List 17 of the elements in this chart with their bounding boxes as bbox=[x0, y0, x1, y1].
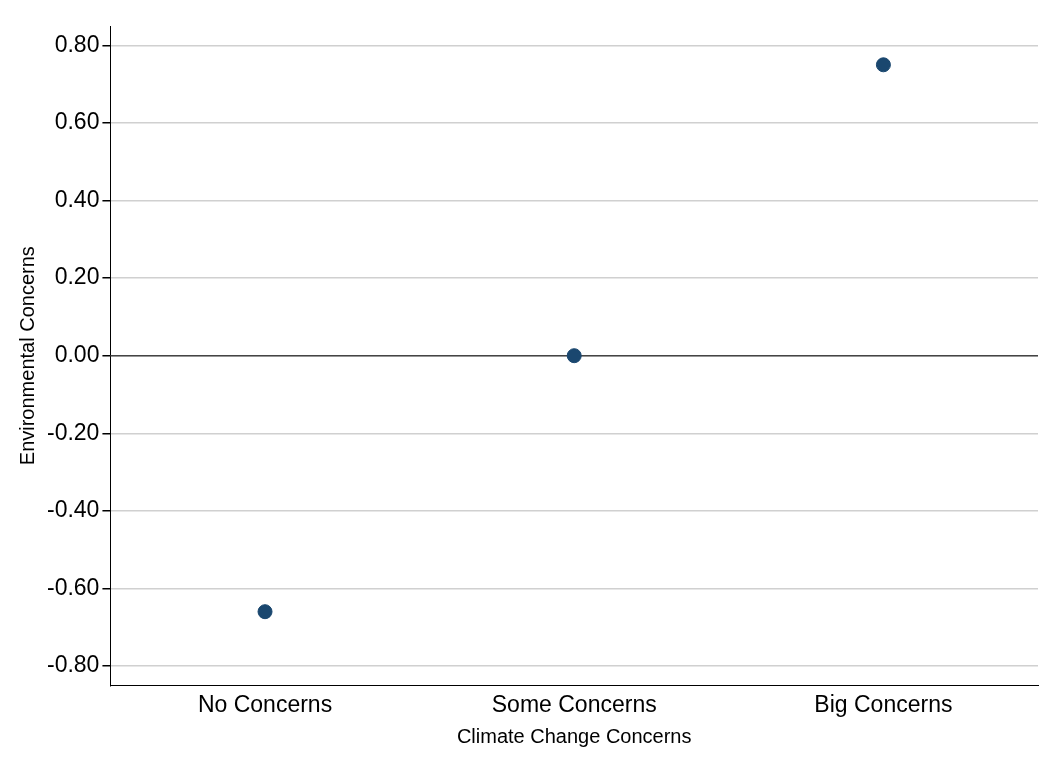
y-tick-label: -0.80 bbox=[46, 651, 100, 678]
y-tick-label: 0.80 bbox=[54, 30, 100, 57]
y-tick-label: 0.40 bbox=[54, 185, 100, 212]
point bbox=[875, 57, 891, 73]
x-axis-title: Climate Change Concerns bbox=[456, 724, 692, 747]
x-tick-label: No Concerns bbox=[197, 690, 333, 717]
y-tick-label: -0.60 bbox=[46, 573, 100, 600]
x-tick-label: Big Concerns bbox=[814, 690, 953, 717]
y-tick-label: 0.00 bbox=[54, 341, 100, 368]
y-tick-label: 0.20 bbox=[54, 263, 100, 290]
point bbox=[257, 604, 273, 620]
y-axis-title: Environmental Concerns bbox=[15, 246, 38, 466]
x-tick-label: Some Concerns bbox=[491, 690, 657, 717]
y-tick-label: 0.60 bbox=[54, 108, 100, 135]
y-tick-label: -0.20 bbox=[46, 418, 100, 445]
y-tick-label: -0.40 bbox=[46, 496, 100, 523]
point bbox=[566, 348, 582, 364]
